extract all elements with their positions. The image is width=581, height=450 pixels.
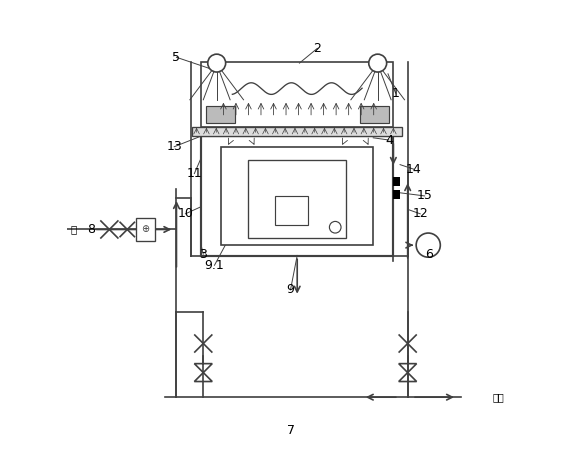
Bar xyxy=(201,62,393,126)
Text: 4: 4 xyxy=(385,134,393,147)
Text: 12: 12 xyxy=(413,207,428,220)
Bar xyxy=(206,106,235,123)
Bar xyxy=(201,136,393,256)
Text: 9: 9 xyxy=(286,284,295,297)
Text: 15: 15 xyxy=(417,189,433,202)
Text: 水水: 水水 xyxy=(493,392,504,402)
Circle shape xyxy=(208,54,225,72)
Text: 7: 7 xyxy=(286,424,295,437)
Bar xyxy=(360,106,389,123)
Circle shape xyxy=(369,54,386,72)
Text: 14: 14 xyxy=(406,162,421,176)
Text: 10: 10 xyxy=(177,207,193,220)
Bar xyxy=(393,190,400,199)
Text: 3: 3 xyxy=(199,248,207,261)
Circle shape xyxy=(416,233,440,257)
Text: 8: 8 xyxy=(88,223,95,236)
Text: 气: 气 xyxy=(70,224,77,234)
Text: 6: 6 xyxy=(425,248,433,261)
Bar xyxy=(275,196,309,225)
Bar xyxy=(221,147,373,245)
Bar xyxy=(393,177,400,186)
Circle shape xyxy=(329,221,341,233)
Text: 5: 5 xyxy=(173,51,181,64)
Text: 1: 1 xyxy=(392,86,400,99)
Bar xyxy=(248,160,346,238)
Bar xyxy=(136,218,155,241)
Text: 11: 11 xyxy=(187,167,202,180)
Text: 2: 2 xyxy=(313,42,321,55)
Bar xyxy=(192,126,402,136)
Text: 9.1: 9.1 xyxy=(205,259,224,272)
Text: 13: 13 xyxy=(166,140,182,153)
Text: ⊕: ⊕ xyxy=(142,225,150,234)
